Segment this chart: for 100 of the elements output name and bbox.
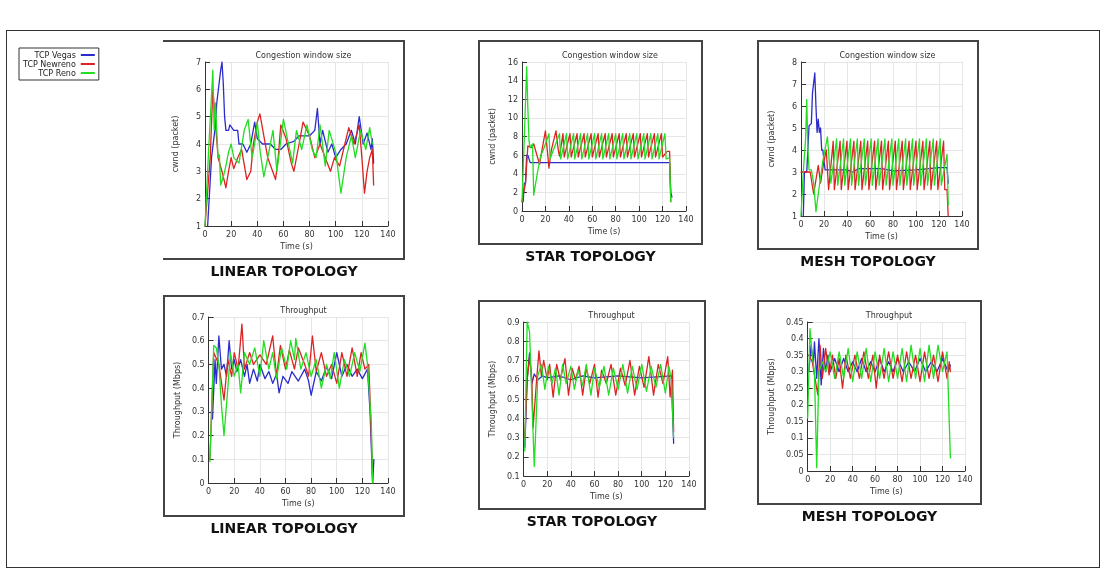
legend-label: TCP Newreno — [21, 59, 76, 69]
x-tick-label: 20 — [226, 229, 237, 239]
y-tick-label: 0.45 — [785, 317, 804, 327]
x-tick-label: 40 — [252, 229, 263, 239]
x-tick-label: 120 — [657, 479, 674, 489]
x-tick-label: 140 — [380, 229, 396, 239]
y-tick-label: 1 — [195, 221, 201, 231]
y-tick-label: 10 — [507, 113, 518, 123]
y-tick-label: 0.2 — [506, 452, 520, 462]
x-tick-label: 100 — [329, 486, 345, 496]
y-axis-title: Throughput (Mbps) — [487, 360, 497, 439]
x-tick-label: 0 — [805, 474, 811, 484]
x-tick-label: 120 — [931, 219, 947, 229]
x-tick-label: 40 — [254, 486, 265, 496]
x-tick-label: 100 — [912, 474, 928, 484]
x-tick-label: 120 — [934, 474, 951, 484]
y-tick-label: 5 — [195, 112, 201, 122]
chart-title: Congestion window size — [839, 50, 936, 60]
y-tick-label: 0.4 — [191, 383, 205, 393]
line-series — [800, 140, 949, 217]
y-tick-label: 0.15 — [785, 416, 804, 426]
legend-label: TCP Reno — [37, 68, 76, 78]
line-series — [524, 321, 675, 468]
x-tick-label: 80 — [610, 214, 621, 224]
y-tick-label: 16 — [507, 57, 518, 67]
text: STAR TOPOLOGY — [525, 513, 659, 529]
y-tick-label: 0.7 — [506, 356, 520, 365]
y-tick-label: 0.8 — [506, 336, 520, 346]
x-tick-label: 20 — [825, 474, 836, 484]
line-series — [800, 98, 949, 217]
y-tick-label: 0.5 — [191, 359, 205, 369]
legend-label: TCP Vegas — [33, 50, 76, 60]
y-tick-label: 0.5 — [506, 394, 520, 404]
y-tick-label: 0 — [512, 206, 518, 216]
x-tick-label: 120 — [354, 486, 371, 496]
x-tick-label: 20 — [818, 219, 830, 229]
x-tick-label: 60 — [278, 229, 289, 239]
y-tick-label: 0.3 — [506, 433, 520, 442]
x-axis-title: Time (s) — [279, 242, 313, 252]
text: LINEAR TOPOLOGY — [209, 263, 359, 279]
y-tick-label: 0.05 — [785, 449, 804, 459]
x-tick-label: 40 — [847, 474, 858, 484]
y-tick-label: 0.7 — [191, 312, 205, 322]
y-tick-label: 0.3 — [191, 407, 205, 417]
y-tick-label: 0.1 — [506, 471, 520, 481]
line-series — [802, 72, 949, 217]
x-axis-title: Time (s) — [281, 499, 315, 509]
text: MESH TOPOLOGY — [799, 253, 937, 269]
line-series — [808, 337, 952, 386]
x-tick-label: 140 — [678, 214, 694, 224]
x-tick-label: 120 — [654, 214, 671, 224]
y-tick-label: 0.4 — [790, 334, 804, 344]
y-tick-label: 7 — [195, 57, 201, 67]
text: MESH TOPOLOGY — [800, 508, 939, 524]
y-tick-label: 0.35 — [785, 350, 804, 360]
y-axis-title: cwnd (packet) — [766, 110, 776, 168]
y-tick-label: 0.9 — [506, 317, 520, 327]
y-tick-label: 0.4 — [506, 413, 520, 423]
y-tick-label: 0 — [798, 466, 804, 476]
x-tick-label: 40 — [563, 214, 574, 224]
y-tick-label: 4 — [195, 139, 201, 149]
x-tick-label: 140 — [681, 479, 697, 489]
y-axis-title: Throughput (Mbps) — [172, 361, 182, 440]
y-tick-label: 3 — [791, 167, 797, 177]
x-tick-label: 60 — [864, 219, 876, 229]
y-tick-label: 0.2 — [790, 400, 804, 410]
x-axis-title: Time (s) — [586, 227, 621, 237]
x-axis-title: Time (s) — [589, 492, 623, 502]
y-tick-label: 12 — [507, 94, 518, 104]
x-tick-label: 80 — [306, 486, 317, 496]
y-tick-label: 6 — [512, 150, 518, 160]
y-tick-label: 0.6 — [191, 336, 205, 346]
y-tick-label: 0.1 — [191, 454, 205, 464]
x-axis-title: Time (s) — [864, 232, 898, 242]
y-tick-label: 6 — [791, 101, 797, 111]
x-tick-label: 60 — [587, 214, 598, 224]
y-tick-label: 2 — [512, 187, 518, 197]
x-tick-label: 100 — [634, 479, 650, 489]
x-tick-label: 20 — [540, 214, 551, 224]
x-tick-label: 0 — [521, 479, 527, 489]
line-series — [521, 66, 672, 203]
y-axis-title: cwnd (packet) — [487, 108, 497, 165]
y-tick-label: 6 — [195, 84, 201, 94]
y-tick-label: 0.6 — [506, 375, 520, 385]
y-tick-label: 0.2 — [191, 431, 205, 441]
x-tick-label: 80 — [892, 474, 903, 484]
x-tick-label: 60 — [870, 474, 881, 484]
chart-title: Congestion window size — [562, 50, 659, 60]
y-tick-label: 2 — [791, 189, 797, 199]
y-tick-label: 8 — [512, 132, 518, 141]
line-series — [807, 327, 952, 469]
y-tick-label: 0.1 — [790, 433, 804, 443]
y-tick-label: 3 — [195, 166, 201, 176]
x-tick-label: 80 — [304, 229, 315, 239]
y-tick-label: 7 — [791, 79, 797, 89]
y-tick-label: 2 — [195, 194, 201, 204]
y-tick-label: 4 — [512, 169, 518, 179]
chart-title: Throughput — [587, 310, 635, 320]
line-series — [808, 344, 952, 396]
x-tick-label: 40 — [841, 219, 853, 229]
